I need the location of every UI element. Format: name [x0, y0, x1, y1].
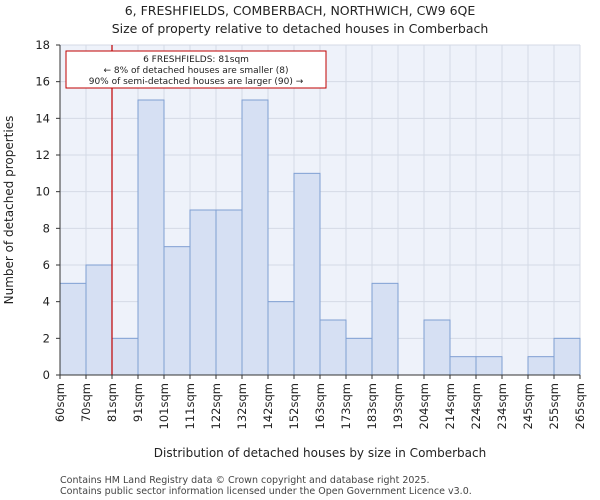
annotation-line-1: 6 FRESHFIELDS: 81sqm	[143, 55, 249, 65]
x-tick-label: 122sqm	[209, 383, 223, 429]
annotation-border	[65, 50, 327, 89]
bar	[137, 99, 165, 376]
x-tick-label: 81sqm	[105, 383, 119, 422]
footer-line-1: Contains HM Land Registry data © Crown c…	[60, 475, 430, 486]
y-tick-label: 0	[43, 368, 50, 382]
x-tick-label: 91sqm	[131, 383, 145, 422]
y-tick-label: 10	[35, 185, 50, 199]
bar	[267, 301, 295, 376]
y-tick-label: 2	[43, 331, 50, 345]
x-tick-label: 142sqm	[261, 383, 275, 429]
x-tick-label: 245sqm	[521, 383, 535, 429]
bar	[241, 99, 269, 376]
x-tick-label: 193sqm	[391, 383, 405, 429]
y-tick-label: 8	[43, 221, 50, 235]
x-axis-label: Distribution of detached houses by size …	[154, 446, 486, 460]
x-tick-label: 173sqm	[339, 383, 353, 429]
bars	[59, 99, 581, 376]
bar	[189, 209, 217, 376]
x-tick-label: 163sqm	[313, 383, 327, 429]
bar	[111, 337, 139, 376]
bar	[371, 282, 399, 376]
y-tick-labels: 0 2 4 6 8 10 12 14 16 18	[35, 38, 60, 382]
bar	[553, 337, 581, 376]
bar	[319, 319, 347, 376]
bar	[527, 356, 555, 376]
y-tick-label: 16	[35, 75, 50, 89]
chart-title: 6, FRESHFIELDS, COMBERBACH, NORTHWICH, C…	[125, 3, 476, 18]
annotation-box: 6 FRESHFIELDS: 81sqm ← 8% of detached ho…	[65, 50, 327, 89]
x-tick-label: 204sqm	[417, 383, 431, 429]
bar	[475, 356, 503, 376]
bar	[345, 337, 373, 376]
y-tick-label: 4	[43, 295, 50, 309]
x-tick-label: 111sqm	[183, 383, 197, 429]
x-tick-labels: 60sqm 70sqm 81sqm 91sqm 101sqm 111sqm 122sqm 13…	[53, 375, 587, 429]
y-tick-label: 14	[35, 111, 50, 125]
bar	[215, 209, 243, 376]
y-axis-label: Number of detached properties	[2, 116, 16, 305]
x-tick-label: 214sqm	[443, 383, 457, 429]
bar	[85, 264, 113, 376]
x-tick-label: 224sqm	[469, 383, 483, 429]
x-tick-label: 255sqm	[547, 383, 561, 429]
y-tick-label: 18	[35, 38, 50, 52]
x-tick-label: 132sqm	[235, 383, 249, 429]
x-tick-label: 234sqm	[495, 383, 509, 429]
bar	[293, 172, 321, 376]
bar	[449, 356, 477, 376]
y-tick-label: 12	[35, 148, 50, 162]
annotation-line-3: 90% of semi-detached houses are larger (…	[89, 77, 304, 87]
footer-line-2: Contains public sector information licen…	[60, 486, 472, 497]
chart-subtitle: Size of property relative to detached ho…	[112, 21, 489, 36]
bar	[423, 319, 451, 376]
x-tick-label: 70sqm	[79, 383, 93, 422]
x-tick-label: 265sqm	[573, 383, 587, 429]
x-tick-label: 101sqm	[157, 383, 171, 429]
annotation-line-2: ← 8% of detached houses are smaller (8)	[103, 66, 288, 76]
bar	[163, 246, 191, 376]
x-tick-label: 60sqm	[53, 383, 67, 422]
bar	[59, 282, 87, 376]
x-tick-label: 183sqm	[365, 383, 379, 429]
x-tick-label: 152sqm	[287, 383, 301, 429]
y-tick-label: 6	[43, 258, 50, 272]
